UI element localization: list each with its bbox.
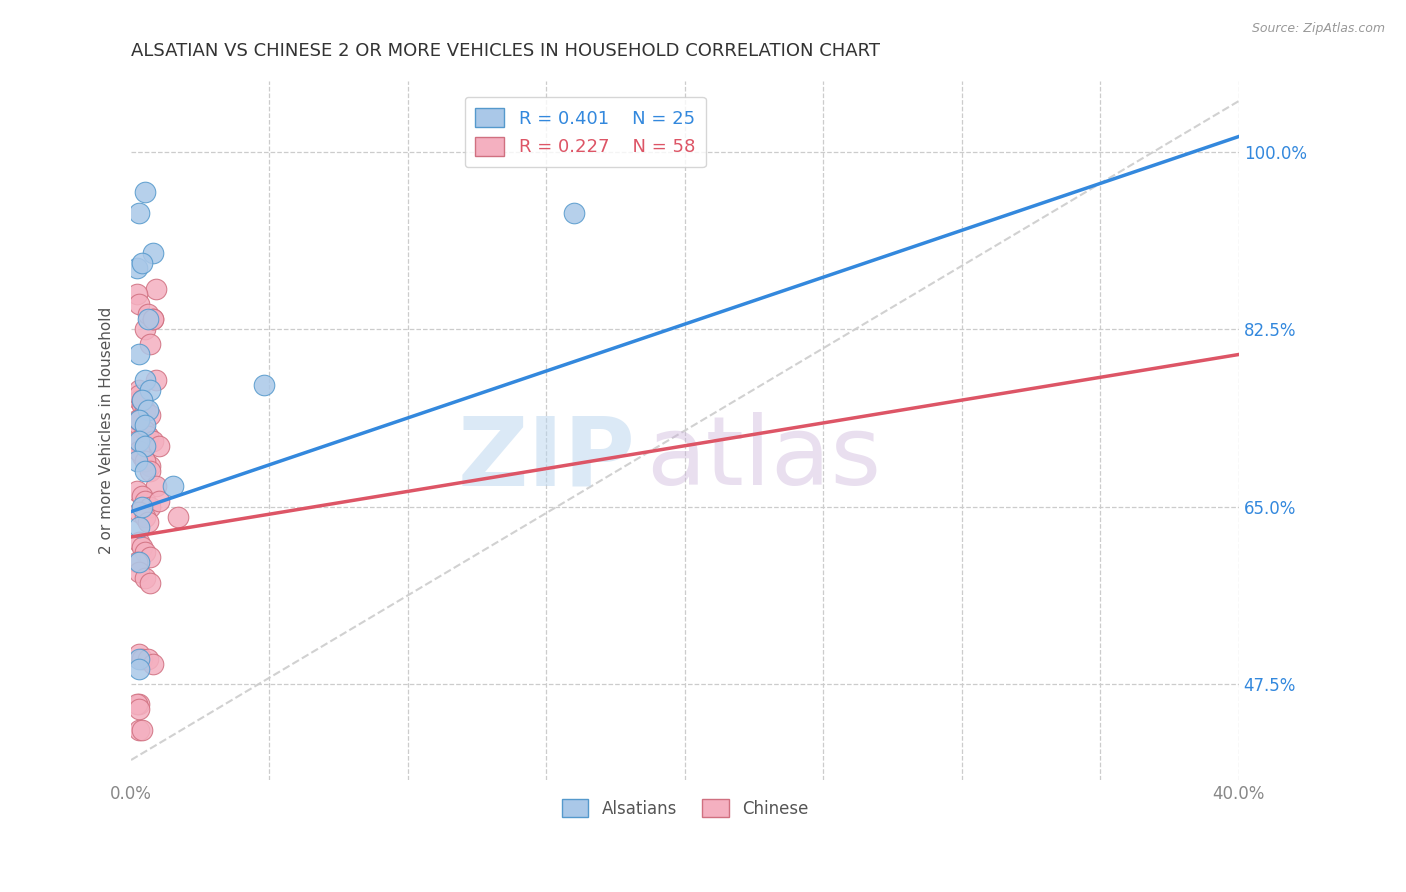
Point [131, 500, 153, 514]
Point [134, 494, 156, 508]
Point [136, 651, 159, 665]
Point [134, 570, 156, 584]
Text: ALSATIAN VS CHINESE 2 OR MORE VEHICLES IN HOUSEHOLD CORRELATION CHART: ALSATIAN VS CHINESE 2 OR MORE VEHICLES I… [131, 42, 880, 60]
Point [167, 509, 190, 524]
Point [145, 282, 167, 296]
Point [131, 723, 153, 737]
Point [125, 434, 148, 448]
Point [128, 520, 150, 534]
Point [134, 186, 156, 200]
Legend: Alsatians, Chinese: Alsatians, Chinese [555, 792, 815, 824]
Point [128, 205, 150, 219]
Point [128, 347, 150, 361]
Point [134, 322, 156, 336]
Point [131, 651, 153, 665]
Point [131, 393, 153, 408]
Point [125, 261, 148, 276]
Point [139, 500, 162, 514]
Point [128, 413, 150, 427]
Point [128, 698, 150, 712]
Point [142, 312, 165, 326]
Point [131, 393, 153, 408]
Point [139, 464, 162, 478]
Point [134, 403, 156, 417]
Point [134, 373, 156, 387]
Point [134, 439, 156, 453]
Point [148, 494, 170, 508]
Point [134, 454, 156, 468]
Text: atlas: atlas [647, 412, 882, 505]
Point [128, 647, 150, 661]
Point [128, 413, 150, 427]
Point [142, 657, 165, 671]
Point [142, 312, 165, 326]
Point [139, 337, 162, 351]
Point [128, 566, 150, 580]
Point [136, 515, 159, 529]
Point [134, 545, 156, 559]
Point [139, 458, 162, 473]
Point [136, 307, 159, 321]
Point [128, 297, 150, 311]
Point [142, 246, 165, 260]
Point [131, 449, 153, 463]
Point [139, 409, 162, 423]
Point [134, 418, 156, 433]
Point [128, 505, 150, 519]
Point [142, 434, 165, 448]
Point [125, 413, 148, 427]
Point [125, 484, 148, 499]
Point [128, 662, 150, 676]
Point [125, 286, 148, 301]
Point [136, 428, 159, 442]
Point [125, 698, 148, 712]
Point [128, 443, 150, 458]
Point [128, 434, 150, 448]
Point [128, 535, 150, 549]
Point [128, 443, 150, 458]
Point [145, 479, 167, 493]
Point [131, 540, 153, 554]
Point [128, 651, 150, 665]
Point [145, 373, 167, 387]
Point [253, 378, 276, 392]
Point [131, 398, 153, 412]
Point [128, 383, 150, 397]
Point [134, 454, 156, 468]
Point [139, 383, 162, 397]
Point [128, 388, 150, 402]
Point [136, 312, 159, 326]
Text: Source: ZipAtlas.com: Source: ZipAtlas.com [1251, 22, 1385, 36]
Point [134, 509, 156, 524]
Point [562, 205, 585, 219]
Point [128, 555, 150, 569]
Point [136, 403, 159, 417]
Y-axis label: 2 or more Vehicles in Household: 2 or more Vehicles in Household [100, 307, 114, 554]
Point [139, 550, 162, 565]
Point [125, 454, 148, 468]
Point [128, 723, 150, 737]
Text: ZIP: ZIP [457, 412, 636, 505]
Point [128, 418, 150, 433]
Point [139, 575, 162, 590]
Point [162, 479, 184, 493]
Point [134, 424, 156, 438]
Point [125, 555, 148, 569]
Point [148, 439, 170, 453]
Point [128, 702, 150, 716]
Point [131, 490, 153, 504]
Point [128, 393, 150, 408]
Point [131, 256, 153, 270]
Point [134, 464, 156, 478]
